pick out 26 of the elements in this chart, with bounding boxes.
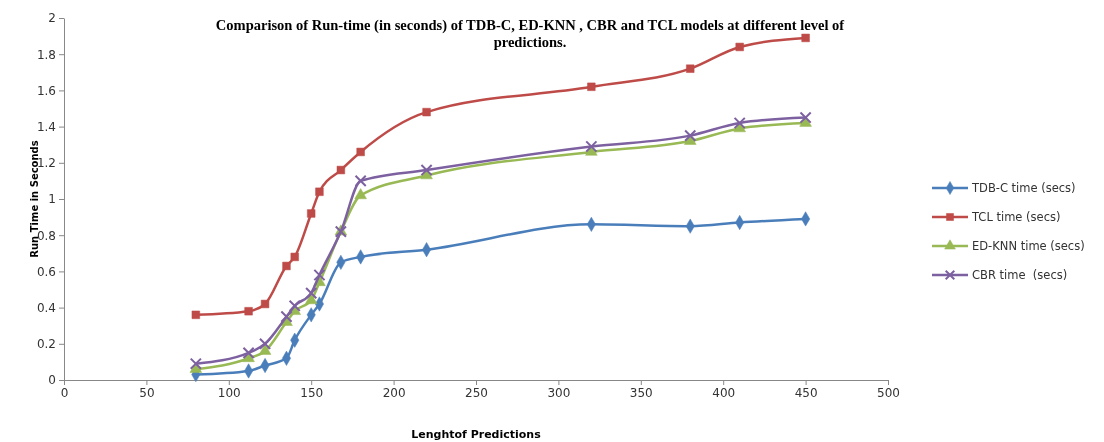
legend-label: ED-KNN time (secs)	[972, 239, 1085, 253]
y-tick-label: 0.4	[36, 300, 56, 315]
x-tick-label: 200	[382, 385, 406, 400]
y-tick-label: 0	[48, 373, 56, 388]
x-tick-label: 450	[794, 385, 818, 400]
y-tick-label: 1.6	[36, 83, 56, 98]
x-tick-label: 0	[60, 385, 69, 400]
y-tick-label: 0.2	[36, 337, 56, 352]
legend-label: TCL time (secs)	[971, 210, 1061, 224]
x-tick-label: 250	[465, 385, 488, 400]
legend-label: TDB-C time (secs)	[971, 181, 1076, 195]
y-tick-label: 1	[48, 192, 56, 207]
x-tick-label: 150	[300, 385, 324, 400]
x-tick-label: 350	[629, 385, 653, 400]
x-tick-label: 300	[547, 385, 571, 400]
y-tick-label: 0.6	[36, 264, 56, 279]
y-tick-label: 1.4	[36, 119, 56, 134]
y-tick-label: 2	[48, 11, 56, 26]
y-tick-label: 1.8	[36, 47, 56, 62]
legend-label: CBR time (secs)	[972, 268, 1068, 282]
x-tick-label: 100	[217, 385, 241, 400]
x-tick-label: 500	[877, 385, 900, 400]
text: Comparison of Run-time (in seconds) of TDB-C, ED-KNN , CBR and TCL models at different level of predictions.	[215, 17, 845, 50]
x-axis-title: Lenghtof Predictions	[411, 428, 542, 441]
x-tick-label: 50	[139, 385, 155, 400]
x-tick-label: 400	[712, 385, 736, 400]
